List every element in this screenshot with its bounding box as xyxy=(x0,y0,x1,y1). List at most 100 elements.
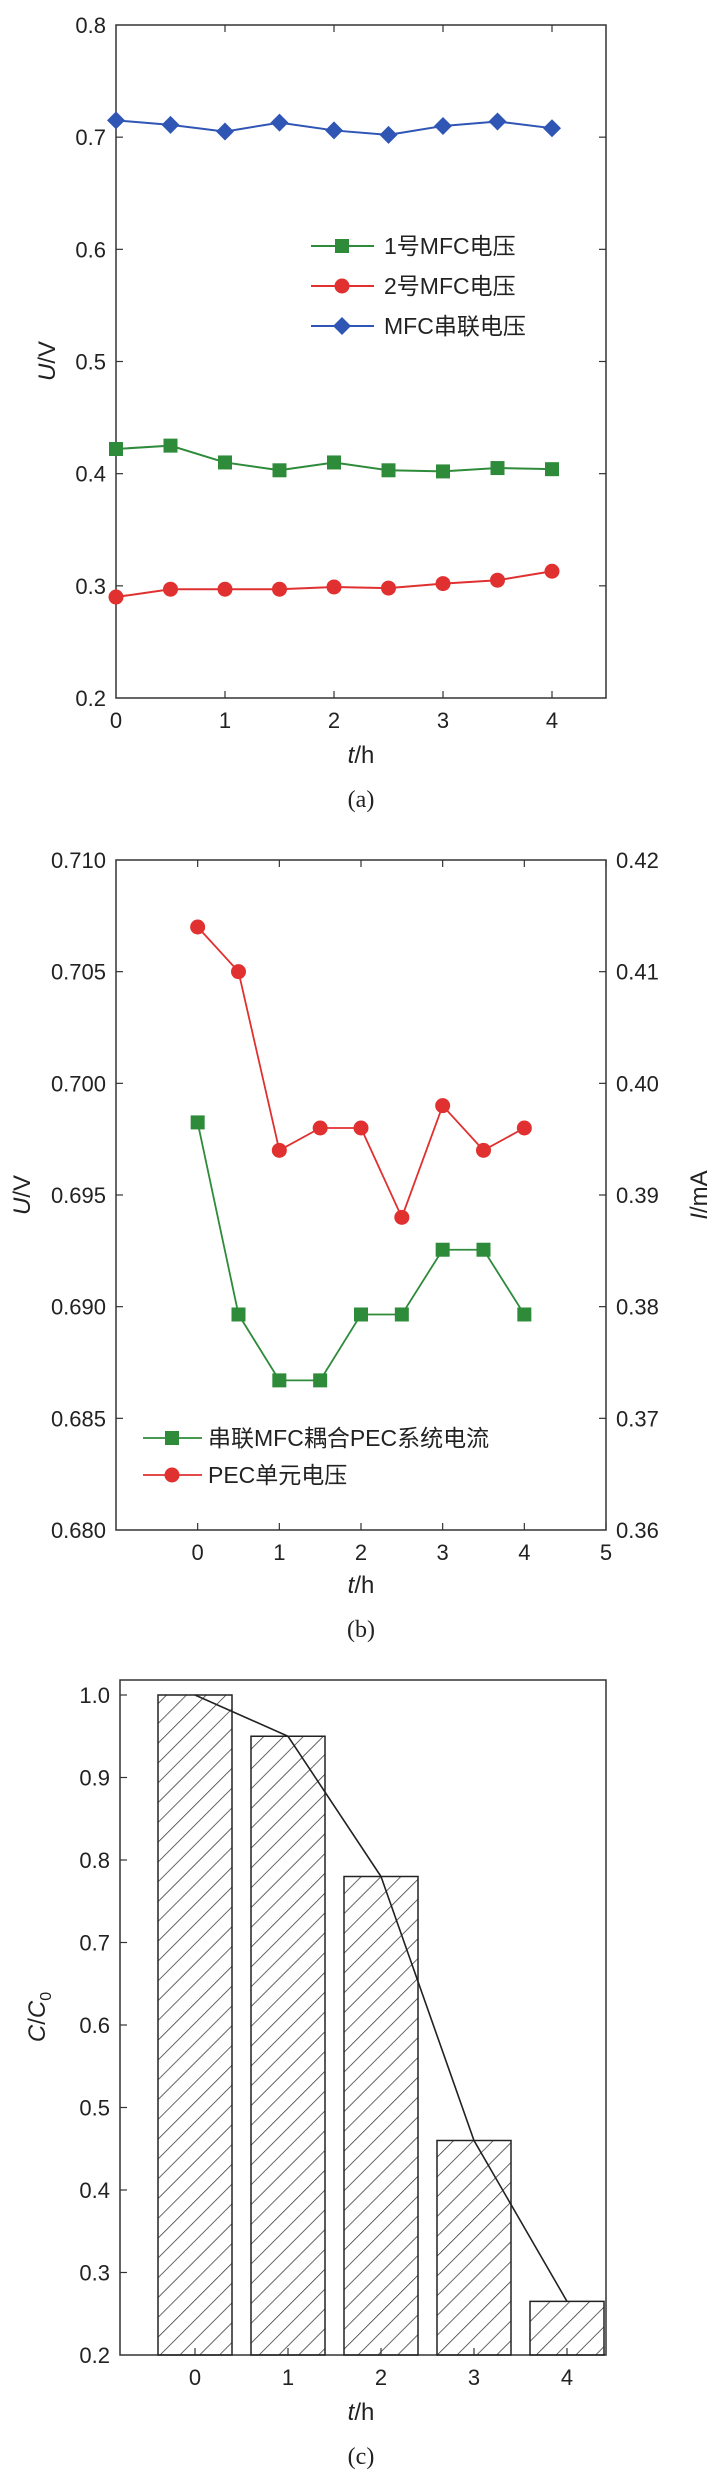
chart-c: 0.2 0.3 0.4 0.5 0.6 0.7 0.8 0.9 1.0 0 1 2 3 4 C/C0 t… xyxy=(24,1679,607,2470)
data-point xyxy=(163,438,178,453)
ytick-label: 0.5 xyxy=(75,350,106,375)
ytick-label: 0.700 xyxy=(51,1071,106,1096)
data-point xyxy=(435,1242,450,1257)
xlabel-a: t/h xyxy=(348,742,375,769)
bar xyxy=(436,2139,512,2356)
y2tick-label: 0.40 xyxy=(616,1071,659,1096)
legend-marker xyxy=(335,239,349,253)
xtick-label: 1 xyxy=(219,708,231,733)
yticks-c: 0.2 0.3 0.4 0.5 0.6 0.7 0.8 0.9 1.0 xyxy=(79,1683,127,2368)
data-point xyxy=(381,580,396,596)
xtick-label: 2 xyxy=(328,708,340,733)
xtick-label: 3 xyxy=(437,1540,449,1565)
ytick-label: 0.3 xyxy=(75,574,106,599)
legend-marker xyxy=(164,1467,180,1483)
ylabel-c: C/C0 xyxy=(24,1992,55,2042)
data-point xyxy=(108,589,124,605)
xtick-label: 0 xyxy=(110,708,122,733)
data-point xyxy=(543,119,561,138)
legend-label: 1号MFC电压 xyxy=(384,233,516,259)
xtick-label: 0 xyxy=(189,2365,201,2390)
data-point xyxy=(161,115,180,134)
data-point xyxy=(163,581,178,597)
y2tick-label: 0.36 xyxy=(616,1518,659,1543)
xtick-label: 2 xyxy=(355,1540,367,1565)
data-point xyxy=(107,111,125,130)
yticks-b: 0.680 0.685 0.690 0.695 0.700 0.705 0.710 xyxy=(51,848,123,1543)
data-point xyxy=(270,113,289,132)
legend-b: 串联MFC耦合PEC系统电流 PEC单元电压 xyxy=(143,1425,489,1488)
ytick-label: 0.7 xyxy=(75,125,106,150)
ytick-label: 0.705 xyxy=(51,960,106,985)
yticks-a: 0.2 0.3 0.4 0.5 0.6 0.7 0.8 xyxy=(75,13,606,711)
xticks-b: 0 1 2 3 4 5 xyxy=(192,860,612,1565)
ytick-label: 0.2 xyxy=(75,686,106,711)
data-point xyxy=(394,1307,409,1322)
data-point xyxy=(218,455,232,470)
xticks-a: 0 1 2 3 4 xyxy=(110,25,558,733)
ytick-label: 0.6 xyxy=(79,2013,110,2038)
xtick-label: 4 xyxy=(518,1540,530,1565)
data-point xyxy=(488,112,507,131)
ytick-label: 0.695 xyxy=(51,1183,106,1208)
bar xyxy=(250,1735,326,2356)
ytick-label: 0.710 xyxy=(51,848,106,873)
data-point xyxy=(327,455,341,470)
xtick-label: 5 xyxy=(600,1540,612,1565)
y2ticks-b: 0.36 0.37 0.38 0.39 0.40 0.41 0.42 xyxy=(599,848,659,1543)
legend-label: 2号MFC电压 xyxy=(384,273,516,299)
xlabel-c: t/h xyxy=(348,2399,375,2426)
data-point xyxy=(326,579,342,595)
data-point xyxy=(490,572,505,588)
data-point xyxy=(517,1307,532,1322)
y2label-b: I/mA xyxy=(686,1170,713,1219)
legend-marker xyxy=(165,1431,179,1445)
bar xyxy=(157,1694,233,2356)
data-point xyxy=(272,581,287,597)
data-point xyxy=(312,1120,328,1136)
ytick-label: 0.4 xyxy=(79,2178,110,2203)
ytick-label: 0.8 xyxy=(75,13,106,38)
legend-label: MFC串联电压 xyxy=(384,313,526,339)
data-point xyxy=(476,1142,491,1158)
ytick-label: 1.0 xyxy=(79,1683,110,1708)
xlabel-b: t/h xyxy=(348,1572,375,1599)
data-point xyxy=(272,1373,287,1388)
data-point xyxy=(216,122,234,141)
caption-c: (c) xyxy=(348,2444,375,2470)
bar xyxy=(529,2300,605,2356)
xtick-label: 4 xyxy=(546,708,558,733)
legend-marker xyxy=(334,278,350,294)
caption-a: (a) xyxy=(348,787,375,813)
ylabel-a: U/V xyxy=(34,341,61,381)
data-point xyxy=(354,1307,368,1322)
ytick-label: 0.6 xyxy=(75,237,106,262)
legend-marker xyxy=(333,317,351,335)
data-point xyxy=(271,1142,287,1158)
xtick-label: 1 xyxy=(273,1540,285,1565)
ytick-label: 0.680 xyxy=(51,1518,106,1543)
xtick-label: 3 xyxy=(437,708,449,733)
data-point xyxy=(190,919,206,935)
series-line xyxy=(197,926,525,1220)
data-point xyxy=(231,964,246,980)
data-point xyxy=(394,1209,410,1225)
bars-c xyxy=(157,1694,605,2356)
legend-label: PEC单元电压 xyxy=(208,1462,347,1488)
xtick-label: 2 xyxy=(375,2365,387,2390)
xticks-c: 0 1 2 3 4 xyxy=(189,2348,573,2390)
data-point xyxy=(545,462,559,477)
ytick-label: 0.690 xyxy=(51,1295,106,1320)
ytick-label: 0.4 xyxy=(75,462,106,487)
ytick-label: 0.9 xyxy=(79,1766,110,1791)
data-point xyxy=(231,1307,246,1322)
xtick-label: 3 xyxy=(468,2365,480,2390)
data-point xyxy=(325,121,343,140)
data-point xyxy=(544,563,560,579)
xtick-label: 1 xyxy=(282,2365,294,2390)
data-point xyxy=(381,463,396,478)
ytick-label: 0.8 xyxy=(79,1848,110,1873)
caption-b: (b) xyxy=(347,1617,375,1643)
ytick-label: 0.2 xyxy=(79,2343,110,2368)
